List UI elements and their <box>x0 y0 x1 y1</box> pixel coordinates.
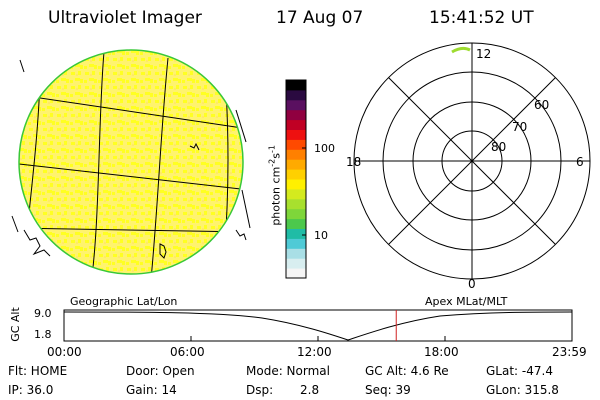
geo-grid-outer <box>11 59 251 233</box>
colorbar-segment <box>286 188 306 200</box>
colorbar-segment <box>286 208 306 220</box>
colorbar <box>285 79 307 279</box>
colorbar-segment <box>286 258 306 269</box>
geo-panel-label: Geographic Lat/Lon <box>70 295 178 308</box>
parallel-line <box>19 94 243 129</box>
polar-plot <box>353 42 591 280</box>
timeline-xtick-1800: 18:00 <box>424 345 459 359</box>
timeline-xtick-2359: 23:59 <box>552 345 587 359</box>
timeline-ytick-top: 9.0 <box>34 307 52 320</box>
polar-panel-label: Apex MLat/MLT <box>425 295 508 308</box>
status-ip: IP: 36.0 <box>8 383 54 397</box>
colorbar-segment <box>286 149 306 160</box>
timeline-xtick-0000: 00:00 <box>47 345 82 359</box>
colorbar-segment <box>286 89 306 101</box>
instrument-title: Ultraviolet Imager <box>48 8 202 28</box>
colorbar-segment <box>286 238 306 249</box>
colorbar-frame <box>285 79 307 279</box>
colorbar-segment <box>286 218 306 229</box>
mlt-label-18: 18 <box>346 155 362 169</box>
mlt-label-12: 12 <box>476 47 492 61</box>
status-seq: Seq: 39 <box>365 383 411 397</box>
colorbar-segment <box>286 109 306 121</box>
status-glon: GLon: 315.8 <box>486 383 559 397</box>
timeline-xtick-0600: 06:00 <box>170 345 205 359</box>
altitude-curve <box>63 311 573 341</box>
geo-disk <box>11 49 251 275</box>
colorbar-segment <box>286 179 306 190</box>
colorbar-segment <box>286 159 306 170</box>
colorbar-segment <box>286 119 306 130</box>
colorbar-axis-label: photon cm-2s-1 <box>267 145 283 226</box>
timeline-xtick-1200: 12:00 <box>297 345 332 359</box>
colorbar-segment <box>286 139 306 150</box>
status-mode: Mode: Normal <box>246 364 330 378</box>
colorbar-segment <box>286 268 306 279</box>
status-flt: Flt: HOME <box>8 364 68 378</box>
polar-data-arc <box>451 46 471 54</box>
status-gain: Gain: 14 <box>126 383 177 397</box>
mlat-label-80: 80 <box>491 140 507 154</box>
colorbar-segment <box>286 169 306 180</box>
status-gc-alt: GC Alt: 4.6 Re <box>365 364 449 378</box>
status-dsp-label: Dsp: <box>246 383 274 397</box>
meridian-line <box>149 57 169 274</box>
parallel-line <box>19 162 243 191</box>
mlt-label-0: 0 <box>468 277 476 291</box>
colorbar-tick-10: 10 <box>314 229 328 242</box>
meridian-line <box>89 51 105 274</box>
colorbar-segment <box>286 129 306 140</box>
earth-limb <box>18 49 244 275</box>
date-label: 17 Aug 07 <box>276 8 364 28</box>
status-glat: GLat: -47.4 <box>486 364 553 378</box>
colorbar-tick-100: 100 <box>314 142 335 155</box>
coastline <box>23 142 247 259</box>
timeline-plot <box>63 309 573 342</box>
colorbar-segment <box>286 99 306 111</box>
colorbar-segment <box>286 198 306 210</box>
mlat-label-70: 70 <box>512 120 528 134</box>
colorbar-segment <box>286 80 306 91</box>
earth-image <box>19 50 243 274</box>
time-label: 15:41:52 UT <box>429 8 534 28</box>
timeline-axis-label: GC Alt <box>8 307 22 342</box>
polar-diag-2 <box>388 77 556 245</box>
mlat-label-60: 60 <box>534 98 550 112</box>
status-door: Door: Open <box>126 364 195 378</box>
colorbar-segment <box>286 248 306 259</box>
timeline-ytick-bottom: 1.8 <box>34 328 52 341</box>
colorbar-segment <box>286 228 306 239</box>
parallel-line <box>19 227 243 233</box>
mlt-label-6: 6 <box>576 155 584 169</box>
timeline-ticks <box>63 336 573 341</box>
status-dsp-value: 2.8 <box>300 383 320 397</box>
